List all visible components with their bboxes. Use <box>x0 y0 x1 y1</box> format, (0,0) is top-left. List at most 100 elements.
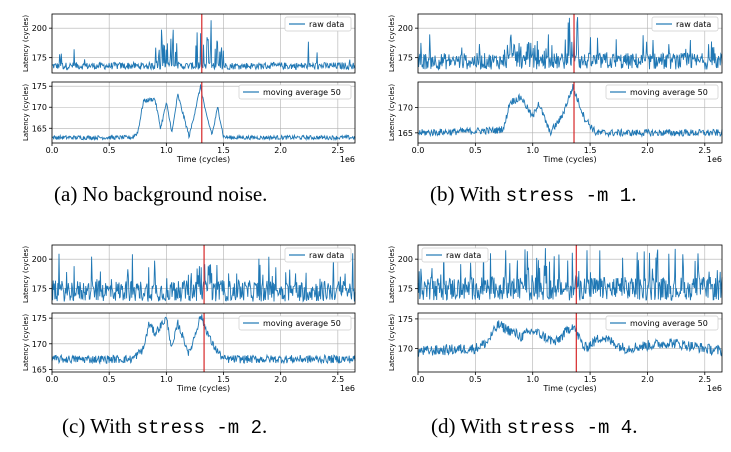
x-multiplier-label: 1e6 <box>707 384 722 393</box>
axes-frame <box>51 81 356 144</box>
avg-series-line <box>51 84 356 142</box>
axes-frame <box>417 81 723 144</box>
x-tick-label: 1.0 <box>160 375 173 384</box>
x-tick-label: 2.0 <box>274 146 287 155</box>
x-axis-label: Time (cycles) <box>176 384 230 393</box>
legend-box <box>284 247 352 263</box>
x-tick-label: 2.5 <box>698 375 711 384</box>
legend: raw data <box>284 16 352 32</box>
caption-b: (b) With stress -m 1. <box>430 182 637 207</box>
raw-series-line <box>417 17 723 71</box>
legend-label: moving average 50 <box>630 319 708 328</box>
legend-box <box>284 16 352 32</box>
axes-frame <box>417 312 723 373</box>
legend: moving average 50 <box>238 84 352 100</box>
legend-box <box>238 315 352 331</box>
legend-label: raw data <box>676 20 711 29</box>
y-axis-label: Latency (cycles) <box>388 84 396 141</box>
y-tick-label: 175 <box>32 285 47 294</box>
x-tick-label: 2.0 <box>274 375 287 384</box>
y-tick-label: 175 <box>32 54 47 63</box>
x-axis-label: Time (cycles) <box>176 155 230 164</box>
y-axis-label: Latency (cycles) <box>22 314 30 371</box>
y-axis-label: Latency (cycles) <box>388 15 396 72</box>
x-tick-label: 1.5 <box>584 146 597 155</box>
x-tick-label: 1.5 <box>217 375 230 384</box>
x-tick-label: 1.0 <box>526 146 539 155</box>
x-tick-label: 1.5 <box>217 146 230 155</box>
legend: raw data <box>284 247 352 263</box>
y-tick-label: 175 <box>398 315 413 324</box>
legend-box <box>421 247 489 263</box>
y-tick-label: 165 <box>398 129 413 138</box>
caption-a: (a) No background noise. <box>54 182 268 206</box>
y-tick-label: 200 <box>32 255 47 264</box>
x-tick-label: 0.5 <box>469 146 482 155</box>
chart-c: 175 200 Latency (cycles) raw data 165 170 175L… <box>22 244 356 393</box>
legend-label: raw data <box>309 251 344 260</box>
y-tick-label: 170 <box>32 103 47 112</box>
x-tick-label: 0.0 <box>412 375 425 384</box>
x-axis-label: Time (cycles) <box>542 384 596 393</box>
caption-c: (c) With stress -m 2. <box>62 414 268 439</box>
y-tick-label: 175 <box>32 314 47 323</box>
avg-series-line <box>417 84 723 138</box>
x-tick-label: 0.0 <box>46 146 59 155</box>
legend: raw data <box>421 247 489 263</box>
x-tick-label: 0.0 <box>412 146 425 155</box>
x-tick-label: 1.0 <box>526 375 539 384</box>
x-tick-label: 2.0 <box>641 375 654 384</box>
y-tick-label: 175 <box>398 285 413 294</box>
y-tick-label: 200 <box>32 24 47 33</box>
y-tick-label: 170 <box>32 340 47 349</box>
x-tick-label: 1.5 <box>584 375 597 384</box>
x-axis-label: Time (cycles) <box>542 155 596 164</box>
y-tick-label: 165 <box>32 124 47 133</box>
legend: moving average 50 <box>605 315 719 331</box>
x-tick-label: 1.0 <box>160 146 173 155</box>
axes-frame <box>51 13 356 74</box>
y-tick-label: 175 <box>32 82 47 91</box>
y-axis-label: Latency (cycles) <box>388 246 396 303</box>
x-multiplier-label: 1e6 <box>707 155 722 164</box>
legend-box <box>651 16 719 32</box>
x-tick-label: 0.0 <box>46 375 59 384</box>
x-tick-label: 0.5 <box>103 146 116 155</box>
y-axis-label: Latency (cycles) <box>388 314 396 371</box>
raw-series-line <box>417 248 723 301</box>
avg-series-line <box>417 320 723 358</box>
y-tick-label: 200 <box>398 255 413 264</box>
x-tick-label: 0.5 <box>103 375 116 384</box>
legend: moving average 50 <box>238 315 352 331</box>
y-tick-label: 170 <box>398 344 413 353</box>
x-multiplier-label: 1e6 <box>340 384 355 393</box>
caption-d: (d) With stress -m 4. <box>431 414 638 439</box>
legend-label: raw data <box>446 251 481 260</box>
legend: moving average 50 <box>605 84 719 100</box>
chart-a: 175 200 Latency (cycles) raw data 165 170 175L… <box>22 13 356 164</box>
axes-frame <box>417 13 723 74</box>
x-multiplier-label: 1e6 <box>340 155 355 164</box>
axes-frame <box>51 312 356 373</box>
legend-label: moving average 50 <box>263 319 341 328</box>
y-tick-label: 200 <box>398 24 413 33</box>
x-tick-label: 2.5 <box>698 146 711 155</box>
y-axis-label: Latency (cycles) <box>22 84 30 141</box>
legend-label: moving average 50 <box>263 88 341 97</box>
x-tick-label: 0.5 <box>469 375 482 384</box>
y-tick-label: 165 <box>32 365 47 374</box>
x-tick-label: 2.5 <box>331 375 344 384</box>
x-tick-label: 2.0 <box>641 146 654 155</box>
